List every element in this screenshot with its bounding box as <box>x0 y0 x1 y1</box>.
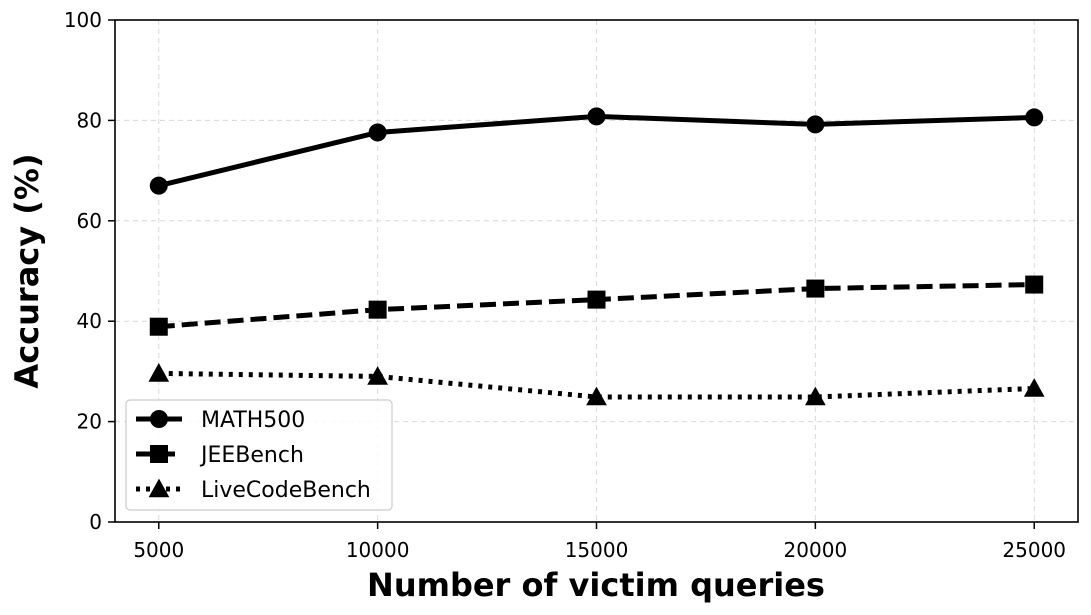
data-point-jeebench <box>149 317 168 336</box>
y-tick-label: 60 <box>77 209 102 233</box>
series-line-livecodebench <box>158 370 1035 400</box>
legend-marker-livecodebench <box>148 478 170 498</box>
data-point-math500 <box>149 176 168 195</box>
x-tick-label: 15000 <box>565 538 629 562</box>
data-point-livecodebench <box>586 386 607 406</box>
data-point-livecodebench <box>805 386 826 406</box>
legend-label-jeebench: JEEBench <box>199 443 304 468</box>
legend-marker-math500 <box>150 410 168 428</box>
data-point-jeebench <box>1025 275 1044 294</box>
legend-box <box>125 399 393 511</box>
y-tick-label: 80 <box>77 108 102 132</box>
data-point-math500 <box>1025 108 1044 127</box>
legend: MATH500 JEEBench LiveCodeBench <box>125 399 393 511</box>
series-livecodebench <box>148 363 1045 406</box>
data-point-jeebench <box>587 290 606 309</box>
legend-label-livecodebench: LiveCodeBench <box>201 478 371 503</box>
y-tick-label: 20 <box>77 410 102 434</box>
data-point-math500 <box>368 123 387 142</box>
data-point-livecodebench <box>1023 378 1045 397</box>
data-point-math500 <box>806 115 825 134</box>
legend-marker-jeebench <box>150 445 168 463</box>
series-math500 <box>149 107 1044 195</box>
y-axis-label: Accuracy (%) <box>8 153 46 388</box>
legend-label-math500: MATH500 <box>201 408 305 433</box>
data-point-jeebench <box>368 300 387 319</box>
x-tick-label: 5000 <box>133 538 184 562</box>
data-point-math500 <box>587 107 606 126</box>
series-jeebench <box>149 275 1044 336</box>
y-tick-label: 40 <box>77 309 102 333</box>
x-tick-label: 20000 <box>784 538 848 562</box>
axis-ticks: 0 20 40 60 80 100 5000 10000 15000 20000 25000 <box>64 8 1066 562</box>
x-tick-label: 25000 <box>1002 538 1066 562</box>
x-axis-label: Number of victim queries <box>367 566 825 604</box>
y-tick-label: 100 <box>64 8 102 32</box>
x-tick-label: 10000 <box>346 538 410 562</box>
y-tick-label: 0 <box>89 510 102 534</box>
series-layer <box>148 107 1045 406</box>
data-point-jeebench <box>806 279 825 298</box>
data-point-livecodebench <box>148 363 170 382</box>
data-point-livecodebench <box>367 366 388 385</box>
